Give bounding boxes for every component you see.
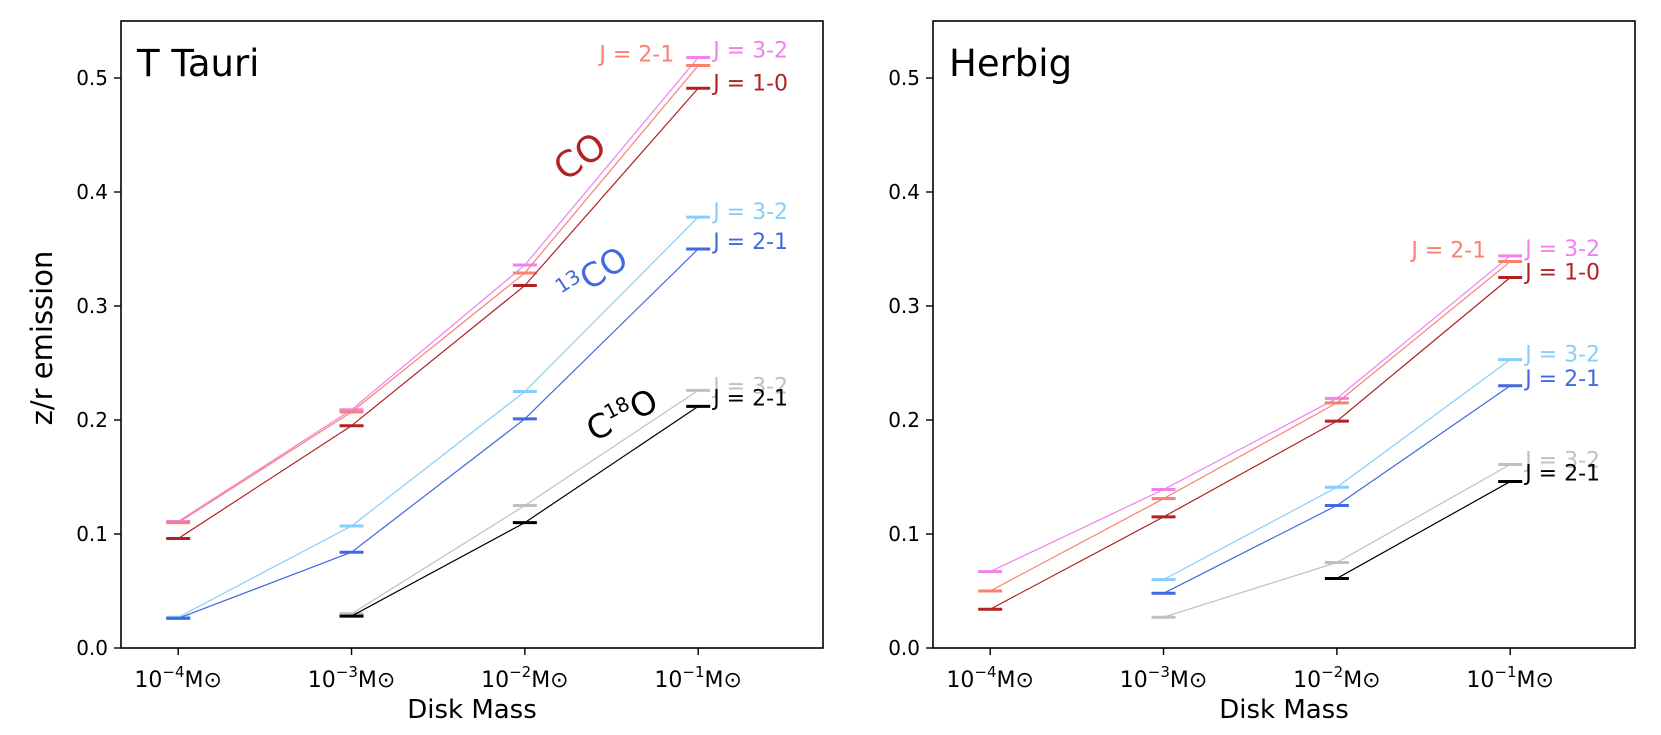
y-tick-label: 0.2 [76, 408, 108, 432]
series-segment [989, 498, 1164, 592]
series-segment [177, 425, 352, 540]
transition-label: J = 3-2 [1523, 448, 1600, 473]
transition-label: J = 3-2 [711, 374, 788, 399]
transition-label: J = 2-1 [1409, 239, 1486, 264]
series-segment [351, 504, 526, 615]
y-tick-label: 0.1 [76, 522, 108, 546]
transition-label: J = 3-2 [1523, 343, 1600, 368]
y-tick-label: 0.4 [76, 180, 108, 204]
y-axis-label: z/r emission [25, 251, 59, 426]
series-segment [524, 87, 699, 286]
series-co-j-2-1 [166, 63, 711, 525]
transition-label: J = 2-1 [597, 42, 674, 67]
x-tick-label: 10−4M⊙ [134, 663, 222, 693]
series-segment [1336, 359, 1511, 488]
series-segment [1336, 481, 1511, 579]
series-segment [1163, 420, 1338, 518]
series-segment [177, 409, 352, 522]
plot-frame [120, 20, 824, 649]
series-segment [989, 488, 1164, 573]
series-segment [177, 551, 352, 619]
x-tick-label: 10−3M⊙ [1120, 663, 1208, 693]
series-segment [524, 216, 699, 392]
x-axis-label: Disk Mass [407, 695, 537, 725]
series-segment [1163, 486, 1338, 581]
transition-label: J = 3-2 [711, 38, 788, 63]
series-segment [1163, 561, 1338, 618]
x-tick-label: 10−4M⊙ [946, 663, 1034, 693]
transition-label: J = 2-1 [711, 386, 788, 411]
y-tick-label: 0.2 [888, 408, 920, 432]
series-segment [1336, 277, 1511, 422]
transition-label: J = 2-1 [1523, 462, 1600, 487]
series-13co-j-2-1 [166, 247, 711, 620]
series-segment [1163, 402, 1338, 500]
y-tick-label: 0.4 [888, 180, 920, 204]
x-tick-label: 10−1M⊙ [1466, 663, 1554, 693]
series-segment [524, 57, 699, 266]
series-c18o-j-2-1 [339, 404, 711, 618]
series-segment [524, 389, 699, 506]
series-co-j-3-2 [978, 254, 1523, 574]
series-c18o-j-2-1 [1324, 480, 1523, 580]
y-tick-label: 0.5 [76, 66, 108, 90]
x-tick-label: 10−2M⊙ [1293, 663, 1381, 693]
transition-label: J = 2-1 [1523, 367, 1600, 392]
series-segment [1163, 504, 1338, 594]
y-tick-label: 0.3 [888, 294, 920, 318]
series-segment [1163, 397, 1338, 491]
series-segment [177, 411, 352, 524]
transition-label: J = 1-0 [1523, 261, 1600, 286]
x-tick-label: 10−2M⊙ [481, 663, 569, 693]
panel-title: T Tauri [136, 42, 259, 85]
plot-frame [932, 20, 1636, 649]
y-tick-label: 0.3 [76, 294, 108, 318]
series-segment [351, 391, 526, 527]
series-segment [351, 272, 526, 413]
series-segment [351, 285, 526, 427]
y-tick-label: 0.1 [888, 522, 920, 546]
series-c18o-j-3-2 [339, 388, 711, 616]
series-segment [524, 248, 699, 420]
series-co-j-1-0 [978, 276, 1523, 611]
series-segment [524, 65, 699, 274]
x-tick-label: 10−3M⊙ [308, 663, 396, 693]
series-13co-j-3-2 [1151, 358, 1523, 582]
herbig-panel: 0.0 0.1 0.2 0.3 0.4 0.5 10−4M⊙ 10−3M⊙ 10−2M⊙ 10−1… [888, 20, 1636, 725]
series-segment [524, 405, 699, 524]
transition-label: J = 2-1 [711, 230, 788, 255]
series-co-j-2-1 [978, 260, 1523, 593]
series-segment [351, 522, 526, 617]
series-13co-j-2-1 [1151, 384, 1523, 595]
y-tick-label: 0.0 [888, 636, 920, 660]
series-segment [351, 418, 526, 553]
panel-title: Herbig [949, 42, 1072, 85]
series-co-j-3-2 [166, 55, 711, 523]
series-segment [1336, 463, 1511, 564]
series-segment [351, 264, 526, 411]
x-tick-label: 10−1M⊙ [654, 663, 742, 693]
series-co-j-1-0 [166, 86, 711, 541]
x-axis-label: Disk Mass [1219, 695, 1349, 725]
transition-label: J = 3-2 [1523, 237, 1600, 262]
series-segment [1336, 385, 1511, 506]
series-segment [177, 525, 352, 618]
series-segment [1336, 255, 1511, 399]
series-segment [1336, 261, 1511, 404]
transition-label: J = 3-2 [711, 200, 788, 225]
series-segment [989, 516, 1164, 610]
series-c18o-j-3-2 [1151, 462, 1523, 619]
transition-label: J = 1-0 [711, 71, 788, 96]
y-tick-label: 0.0 [76, 636, 108, 660]
y-tick-label: 0.5 [888, 66, 920, 90]
